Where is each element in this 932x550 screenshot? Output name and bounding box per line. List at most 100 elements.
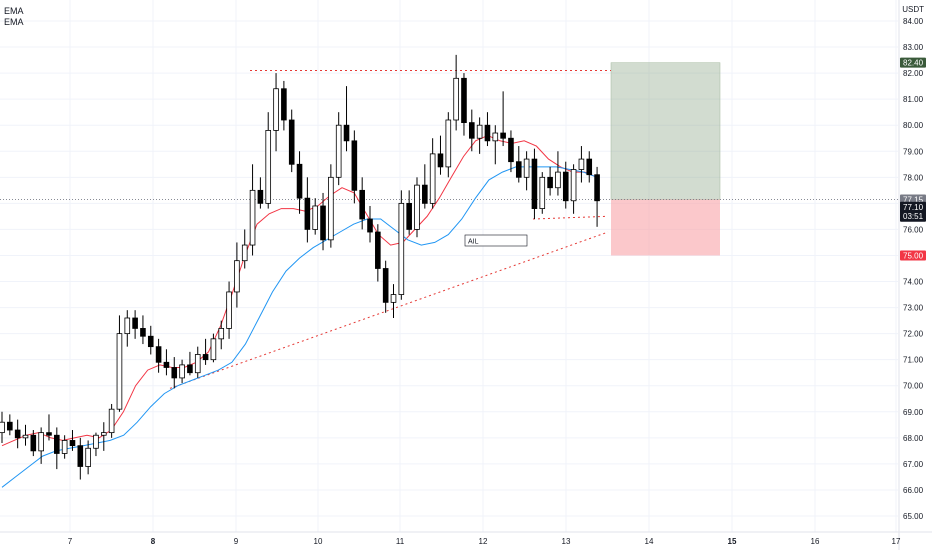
y-tick-label: 79.00 bbox=[903, 147, 924, 156]
candle-body-up bbox=[218, 328, 225, 340]
candle bbox=[359, 177, 365, 230]
candle-body-down bbox=[304, 197, 311, 230]
candle-body-up bbox=[335, 124, 342, 178]
candle-body-down bbox=[562, 171, 569, 202]
candle-body-up bbox=[124, 317, 131, 335]
candle-body-down bbox=[508, 137, 514, 163]
stop-price-tag-text: 75.00 bbox=[903, 251, 924, 260]
candle bbox=[343, 86, 350, 152]
candle bbox=[257, 177, 264, 209]
candle-body-down bbox=[586, 158, 593, 176]
candle bbox=[476, 117, 483, 154]
candle-body-down bbox=[171, 367, 178, 379]
countdown-text: 03:51 bbox=[903, 212, 924, 221]
candle bbox=[30, 430, 37, 457]
candle-body-up bbox=[108, 408, 115, 434]
candle bbox=[38, 427, 44, 464]
candle-body-down bbox=[257, 189, 264, 204]
candle bbox=[234, 242, 240, 308]
candle bbox=[461, 73, 467, 136]
x-tick-label: 13 bbox=[562, 537, 571, 546]
candle bbox=[69, 430, 76, 451]
candle-body-down bbox=[147, 335, 154, 348]
candle bbox=[539, 172, 546, 214]
candle-body-down bbox=[343, 124, 350, 142]
candle bbox=[492, 125, 499, 165]
y-tick-label: 70.00 bbox=[903, 382, 924, 391]
candle bbox=[179, 359, 185, 384]
candle bbox=[218, 320, 225, 350]
candle-body-up bbox=[578, 158, 585, 170]
candle-body-up bbox=[93, 434, 99, 449]
candle-body-up bbox=[328, 176, 334, 241]
x-tick-label: 12 bbox=[479, 537, 488, 546]
candle-body-up bbox=[555, 171, 561, 189]
candle bbox=[445, 112, 452, 178]
candle-body-up bbox=[210, 338, 217, 361]
candle bbox=[14, 419, 21, 449]
candle bbox=[0, 411, 5, 444]
candle-body-up bbox=[539, 176, 546, 209]
candle-body-up bbox=[226, 291, 232, 329]
candle-body-down bbox=[437, 153, 444, 168]
y-tick-label: 67.00 bbox=[903, 460, 924, 469]
x-tick-label: 9 bbox=[234, 537, 239, 546]
candle-body-down bbox=[30, 434, 37, 452]
candle bbox=[390, 284, 397, 318]
candle bbox=[570, 164, 577, 214]
candle bbox=[437, 135, 444, 175]
y-tick-label: 74.00 bbox=[903, 278, 924, 287]
candle-body-down bbox=[69, 440, 76, 447]
candle bbox=[296, 151, 303, 214]
candle bbox=[77, 437, 84, 480]
candle-body-up bbox=[179, 364, 185, 379]
candle bbox=[147, 325, 154, 355]
candle bbox=[547, 166, 553, 196]
candle-body-up bbox=[234, 260, 240, 293]
profit-zone bbox=[610, 62, 721, 200]
candle-body-down bbox=[468, 122, 475, 139]
candle bbox=[46, 414, 52, 441]
candle-body-up bbox=[414, 184, 420, 230]
x-tick-label: 16 bbox=[811, 537, 820, 546]
candle bbox=[61, 435, 68, 459]
annotation-label: AIL bbox=[468, 239, 479, 246]
x-tick-label: 11 bbox=[396, 537, 405, 546]
candle bbox=[100, 422, 107, 451]
stop-zone bbox=[611, 199, 720, 256]
y-tick-label: 76.00 bbox=[903, 225, 924, 234]
candle-body-up bbox=[85, 447, 91, 467]
candle bbox=[194, 346, 201, 378]
indicator-ema-2[interactable]: EMA bbox=[4, 17, 24, 27]
candle bbox=[202, 338, 209, 365]
x-tick-label: 10 bbox=[314, 537, 323, 546]
candle bbox=[241, 229, 248, 269]
x-tick-label: 7 bbox=[68, 537, 73, 546]
y-tick-label: 65.00 bbox=[903, 512, 924, 521]
y-tick-label: 69.00 bbox=[903, 408, 924, 417]
candle bbox=[7, 414, 13, 436]
candle-body-up bbox=[61, 440, 68, 454]
candle-body-up bbox=[249, 189, 256, 246]
target-price-tag-text: 82.40 bbox=[903, 59, 924, 68]
y-tick-label: 82.00 bbox=[903, 69, 924, 78]
candle bbox=[586, 151, 593, 183]
candle-body-down bbox=[500, 132, 506, 139]
candle bbox=[132, 310, 138, 339]
candle-body-down bbox=[320, 205, 326, 241]
target-price-tag-bg bbox=[900, 57, 926, 68]
candle-body-down bbox=[461, 77, 467, 124]
candle-body-up bbox=[570, 169, 577, 202]
candle bbox=[367, 205, 373, 243]
ema-line bbox=[1, 166, 598, 488]
candle-body-down bbox=[54, 434, 60, 454]
candle bbox=[328, 164, 334, 248]
candle-body-down bbox=[77, 445, 84, 467]
candle bbox=[22, 424, 29, 446]
stop-price-tag-bg bbox=[900, 250, 926, 261]
candle-body-down bbox=[296, 163, 303, 199]
indicator-ema-1[interactable]: EMA bbox=[4, 6, 24, 16]
indicator-legend[interactable]: EMA EMA bbox=[4, 6, 24, 28]
